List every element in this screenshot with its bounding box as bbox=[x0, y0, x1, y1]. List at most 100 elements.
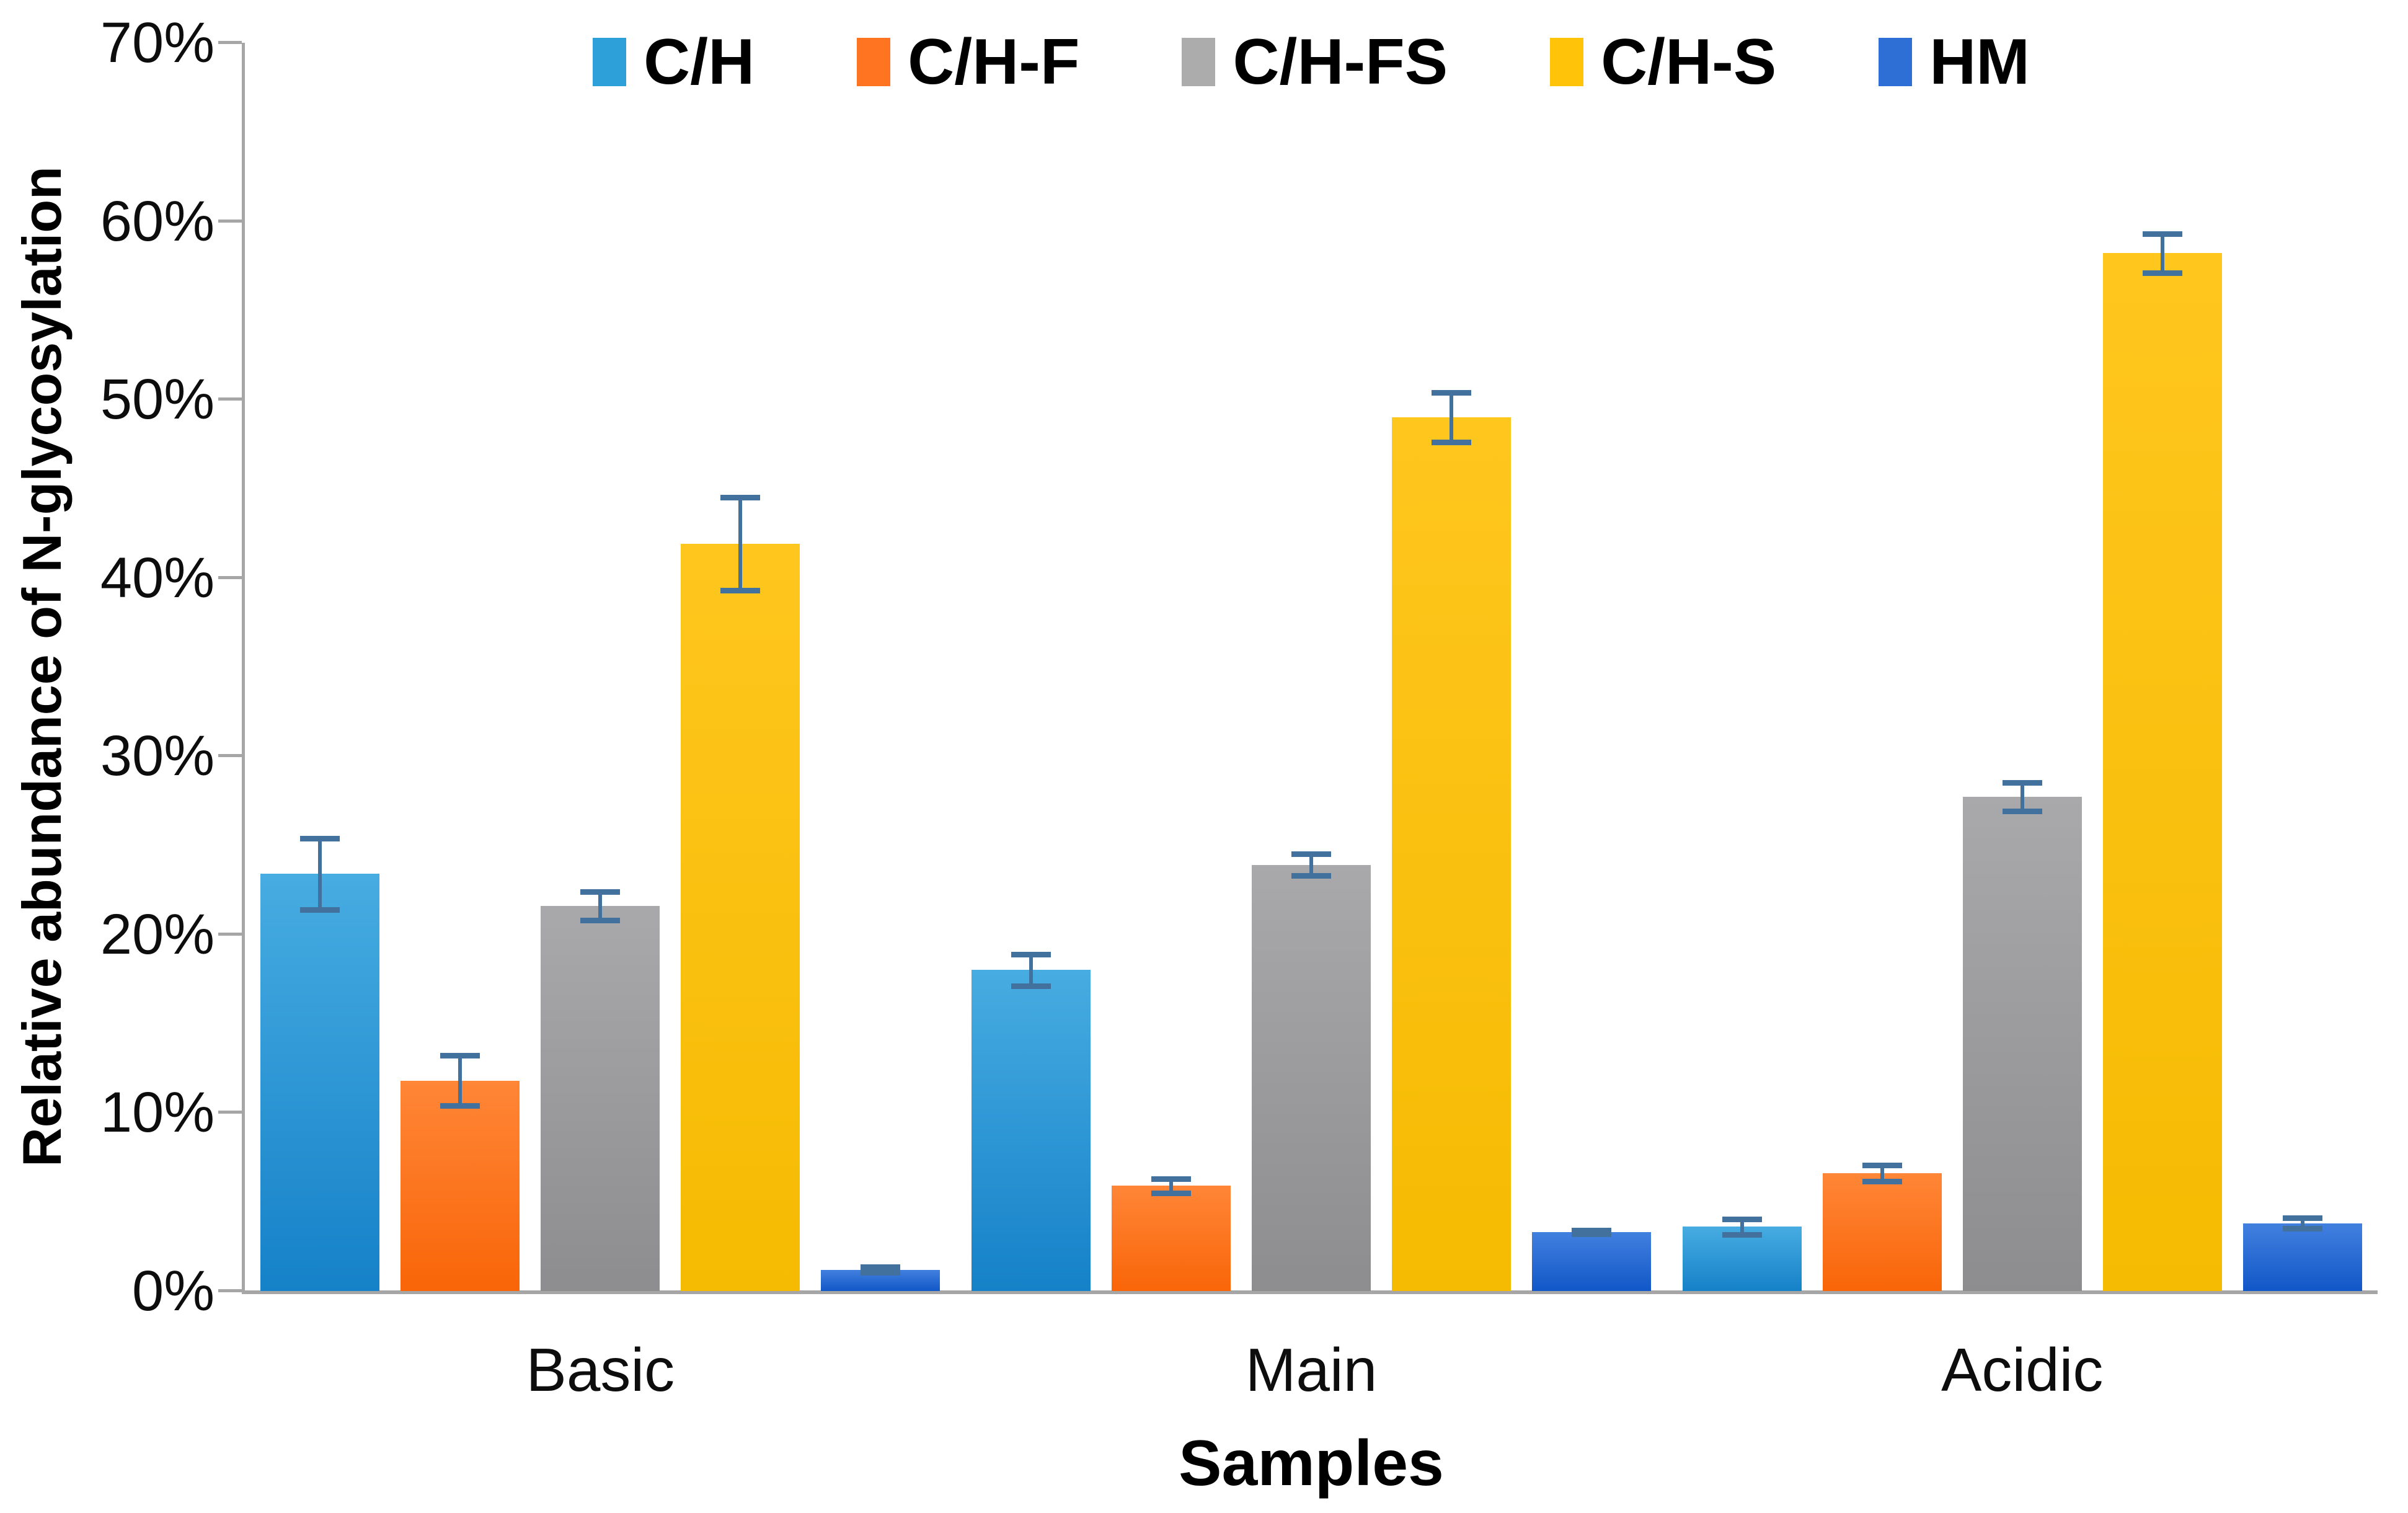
legend-label: C/H-F bbox=[908, 26, 1080, 98]
errorbar-C/H-F-Main bbox=[1169, 1178, 1173, 1193]
bars-row bbox=[245, 43, 2378, 1291]
y-tick-mark-0 bbox=[218, 1289, 242, 1292]
x-axis-category-labels: Basic Main Acidic bbox=[245, 1339, 2378, 1400]
errorbar-cap-top bbox=[1722, 1216, 1762, 1222]
legend-item-C/H-S: C/H-S bbox=[1550, 30, 1776, 94]
bar-HM-Main bbox=[1532, 1228, 1651, 1291]
errorbar-cap-top bbox=[1862, 1163, 1902, 1169]
errorbar-C/H-S-Main bbox=[1450, 392, 1453, 443]
errorbar-C/H-F-Acidic bbox=[1880, 1165, 1884, 1182]
y-axis-title-text: Relative abundance of N-glycosylation bbox=[11, 166, 73, 1167]
legend-label: HM bbox=[1929, 26, 2030, 98]
y-tick-mark-40 bbox=[218, 575, 242, 579]
legend-swatch-icon bbox=[1182, 38, 1216, 86]
errorbar-cap-bottom bbox=[720, 587, 761, 593]
errorbar-cap-top bbox=[2282, 1215, 2322, 1222]
errorbar-C/H-Acidic bbox=[1740, 1218, 1744, 1235]
errorbar-cap-top bbox=[2142, 231, 2182, 237]
errorbar-C/H-FS-Acidic bbox=[2020, 783, 2024, 812]
bar-C/H-S-Acidic bbox=[2102, 231, 2222, 1291]
y-tick-label-70: 70% bbox=[100, 11, 215, 74]
legend-swatch-icon bbox=[1879, 38, 1913, 86]
x-axis-line bbox=[242, 1290, 2378, 1294]
errorbar-cap-bottom bbox=[1291, 872, 1331, 879]
errorbar-C/H-S-Acidic bbox=[2160, 233, 2164, 273]
bar-C/H-FS-Basic bbox=[541, 889, 660, 1291]
errorbar-cap-bottom bbox=[1432, 440, 1471, 446]
errorbar-cap-top bbox=[1432, 389, 1471, 396]
errorbar-C/H-Basic bbox=[318, 838, 322, 910]
errorbar-cap-bottom bbox=[861, 1269, 901, 1276]
errorbar-C/H-Main bbox=[1029, 954, 1033, 987]
errorbar-cap-bottom bbox=[440, 1103, 480, 1109]
bar-C/H-Basic bbox=[260, 835, 380, 1291]
errorbar-cap-top bbox=[300, 835, 340, 841]
bar-group-Basic bbox=[245, 43, 956, 1291]
errorbar-cap-bottom bbox=[1151, 1190, 1191, 1196]
legend-swatch-icon bbox=[857, 38, 891, 86]
legend: C/H C/H-F C/H-FS C/H-S HM bbox=[245, 30, 2378, 94]
errorbar-cap-top bbox=[440, 1053, 480, 1059]
x-category-label-Acidic: Acidic bbox=[1941, 1336, 2104, 1404]
x-category-label-Main: Main bbox=[1245, 1336, 1378, 1404]
legend-swatch-icon bbox=[593, 38, 627, 86]
errorbar-cap-top bbox=[580, 889, 621, 895]
errorbar-cap-top bbox=[861, 1264, 901, 1271]
y-tick-mark-70 bbox=[218, 41, 242, 44]
errorbar-cap-bottom bbox=[2002, 809, 2042, 815]
bar-C/H-Main bbox=[972, 951, 1091, 1291]
y-tick-label-40: 40% bbox=[100, 546, 215, 610]
y-tick-mark-50 bbox=[218, 397, 242, 401]
errorbar-cap-bottom bbox=[1722, 1232, 1762, 1238]
legend-item-HM: HM bbox=[1879, 30, 2030, 94]
y-tick-label-10: 10% bbox=[100, 1081, 215, 1145]
errorbar-cap-bottom bbox=[1572, 1231, 1611, 1237]
errorbar-cap-top bbox=[1291, 851, 1331, 858]
x-category-label-Basic: Basic bbox=[526, 1336, 675, 1404]
errorbar-C/H-S-Basic bbox=[738, 497, 743, 590]
x-axis-title: Samples bbox=[1179, 1427, 1444, 1499]
errorbar-cap-bottom bbox=[580, 917, 621, 923]
errorbar-cap-bottom bbox=[2142, 270, 2182, 276]
y-tick-label-20: 20% bbox=[100, 902, 215, 966]
bar-C/H-F-Basic bbox=[401, 1053, 520, 1291]
legend-item-C/H-FS: C/H-FS bbox=[1182, 30, 1448, 94]
y-tick-mark-20 bbox=[218, 932, 242, 936]
legend-label: C/H-S bbox=[1601, 26, 1777, 98]
legend-swatch-icon bbox=[1550, 38, 1584, 86]
errorbar-cap-top bbox=[1011, 951, 1051, 957]
bar-group-Acidic bbox=[1667, 43, 2378, 1291]
errorbar-cap-bottom bbox=[1011, 983, 1051, 990]
y-tick-mark-10 bbox=[218, 1111, 242, 1114]
errorbar-cap-top bbox=[720, 495, 761, 501]
y-tick-mark-60 bbox=[218, 219, 242, 223]
y-tick-label-30: 30% bbox=[100, 724, 215, 788]
errorbar-C/H-F-Basic bbox=[458, 1055, 463, 1106]
errorbar-cap-top bbox=[2002, 780, 2042, 786]
legend-label: C/H bbox=[644, 26, 755, 98]
errorbar-cap-top bbox=[1151, 1176, 1191, 1182]
legend-label: C/H-FS bbox=[1233, 26, 1448, 98]
errorbar-cap-bottom bbox=[300, 907, 340, 913]
bar-C/H-S-Main bbox=[1392, 389, 1511, 1291]
y-tick-label-60: 60% bbox=[100, 189, 215, 253]
plot-area: 0% 10% 20% 30% 40% 50% 60% 70% bbox=[100, 14, 2378, 1320]
bar-C/H-Acidic bbox=[1682, 1216, 1802, 1291]
bar-C/H-FS-Main bbox=[1252, 851, 1371, 1291]
errorbar-HM-Acidic bbox=[2300, 1218, 2304, 1229]
bar-group-Main bbox=[956, 43, 1667, 1291]
y-tick-label-0: 0% bbox=[132, 1259, 215, 1323]
y-tick-mark-30 bbox=[218, 754, 242, 758]
bar-C/H-F-Acidic bbox=[1822, 1163, 1942, 1291]
bar-C/H-S-Basic bbox=[681, 495, 800, 1291]
errorbar-cap-bottom bbox=[2282, 1226, 2322, 1232]
legend-item-C/H: C/H bbox=[593, 30, 755, 94]
bar-C/H-FS-Acidic bbox=[1962, 780, 2082, 1291]
legend-item-C/H-F: C/H-F bbox=[857, 30, 1079, 94]
errorbar-cap-top bbox=[1572, 1228, 1611, 1234]
y-axis-line bbox=[242, 43, 245, 1294]
bar-C/H-F-Main bbox=[1112, 1176, 1231, 1291]
bar-HM-Basic bbox=[821, 1264, 941, 1291]
bar-HM-Acidic bbox=[2242, 1215, 2362, 1291]
